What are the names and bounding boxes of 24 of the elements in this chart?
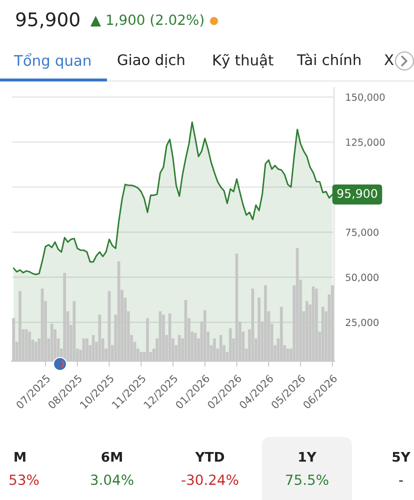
text: - bbox=[399, 480, 403, 482]
y-tick-label: 75,000 bbox=[346, 228, 378, 237]
text: 53% bbox=[10, 474, 39, 486]
text: X bbox=[384, 54, 394, 66]
text: Kỹ thuật bbox=[213, 54, 274, 68]
chart-subtitle: ▲ 1,900 (2.02%) bbox=[90, 14, 204, 27]
text: 6M bbox=[102, 452, 122, 462]
text: -30.24% bbox=[182, 474, 238, 486]
y-tick-label: 125,000 bbox=[346, 138, 385, 147]
text: Tổng quan bbox=[14, 53, 90, 69]
text: Tài chính bbox=[296, 53, 360, 66]
text: YTD bbox=[195, 452, 224, 462]
data-label: 95,900 bbox=[337, 188, 378, 200]
text: 3.04% bbox=[91, 474, 134, 486]
y-tick-label: 50,000 bbox=[346, 274, 378, 282]
bar bbox=[63, 272, 66, 361]
text: M bbox=[14, 452, 26, 462]
y-tick-label: 150,000 bbox=[346, 93, 385, 102]
text: 75.5% bbox=[286, 474, 328, 486]
text: 5Y bbox=[392, 452, 410, 462]
chart-title: 95,900 bbox=[16, 12, 80, 28]
text: Giao dịch bbox=[118, 54, 184, 68]
text: 1Y bbox=[299, 452, 316, 462]
y-tick-label: 25,000 bbox=[346, 318, 378, 328]
